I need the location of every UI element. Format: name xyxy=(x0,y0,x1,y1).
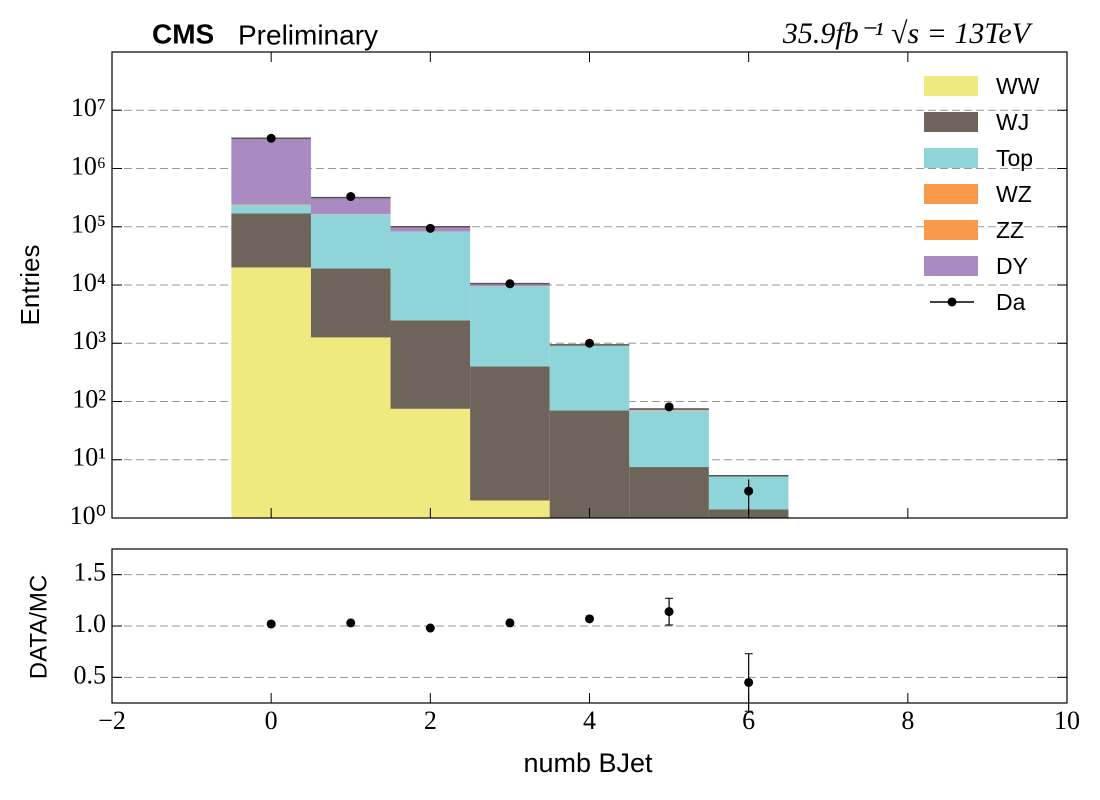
histogram-bar xyxy=(310,337,391,518)
data-point xyxy=(585,338,594,348)
legend-label: WJ xyxy=(996,109,1029,135)
ratio-point xyxy=(744,677,754,687)
histogram-bar xyxy=(310,214,391,269)
y-tick-label: 1.0 xyxy=(74,609,107,638)
x-tick-label: −2 xyxy=(98,706,126,735)
x-tick-label: 2 xyxy=(424,706,437,735)
data-point xyxy=(505,279,515,289)
ratio-y-axis-label: DATA/MC xyxy=(25,575,52,679)
histogram-bar xyxy=(549,410,630,518)
y-tick-label: 10⁴ xyxy=(71,268,106,297)
legend-label: ZZ xyxy=(996,217,1024,243)
legend-label: DY xyxy=(996,253,1028,279)
data-point xyxy=(425,223,435,233)
histogram-bar xyxy=(629,467,709,518)
histogram-bar xyxy=(390,408,471,518)
y-tick-label: 10⁷ xyxy=(71,93,106,122)
histogram-bar xyxy=(231,267,311,518)
y-tick-label: 10² xyxy=(72,384,106,413)
legend-label: Top xyxy=(996,145,1033,171)
x-tick-label: 0 xyxy=(265,706,278,735)
y-tick-label: 1.5 xyxy=(74,558,107,587)
ratio-point xyxy=(266,619,276,629)
legend-marker xyxy=(947,297,957,307)
histogram-bar xyxy=(310,268,391,338)
data-point xyxy=(346,192,356,202)
histogram-bar xyxy=(470,366,550,501)
histogram-bar xyxy=(390,231,471,321)
histogram-bar xyxy=(231,138,311,205)
histogram-bar xyxy=(310,197,391,214)
ratio-point xyxy=(346,618,356,628)
legend-label: WZ xyxy=(996,181,1032,207)
x-tick-label: 6 xyxy=(742,706,755,735)
legend-label: WW xyxy=(996,73,1040,99)
y-tick-label: 10⁰ xyxy=(70,501,106,530)
legend-swatch xyxy=(924,76,978,96)
legend-swatch xyxy=(924,148,978,168)
histogram-bar xyxy=(231,213,311,268)
ratio-point xyxy=(425,623,435,633)
histogram-bar xyxy=(470,286,550,367)
histogram-bar xyxy=(629,410,709,468)
histogram-bar xyxy=(390,320,471,409)
data-point xyxy=(664,402,674,412)
y-axis-label: Entries xyxy=(15,245,45,326)
histogram-bar xyxy=(470,500,550,518)
histogram-bar xyxy=(549,345,630,411)
legend-label: Da xyxy=(996,289,1026,315)
x-tick-label: 8 xyxy=(901,706,914,735)
histogram-bar xyxy=(231,205,311,214)
plot-frame xyxy=(111,548,1068,704)
x-tick-label: 4 xyxy=(583,706,596,735)
y-tick-label: 10⁵ xyxy=(71,210,106,239)
data-point xyxy=(744,486,754,496)
y-tick-label: 10⁶ xyxy=(71,151,106,180)
ratio-point xyxy=(585,614,594,624)
lumi-annotation: 35.9fb⁻¹ √s = 13TeV xyxy=(782,17,1034,50)
ratio-point xyxy=(505,618,515,628)
legend-swatch xyxy=(924,256,978,276)
y-tick-label: 0.5 xyxy=(74,660,107,689)
legend-swatch xyxy=(924,184,978,204)
ratio-point xyxy=(664,607,674,617)
data-point xyxy=(266,133,276,143)
legend-swatch xyxy=(924,220,978,240)
x-tick-label: 10 xyxy=(1054,706,1080,735)
x-axis-label: numb BJet xyxy=(523,748,653,778)
chart-subtitle: Preliminary xyxy=(238,19,378,50)
chart-title: CMS xyxy=(152,18,214,49)
legend-swatch xyxy=(924,112,978,132)
y-tick-label: 10³ xyxy=(72,326,106,355)
y-tick-label: 10¹ xyxy=(72,443,106,472)
